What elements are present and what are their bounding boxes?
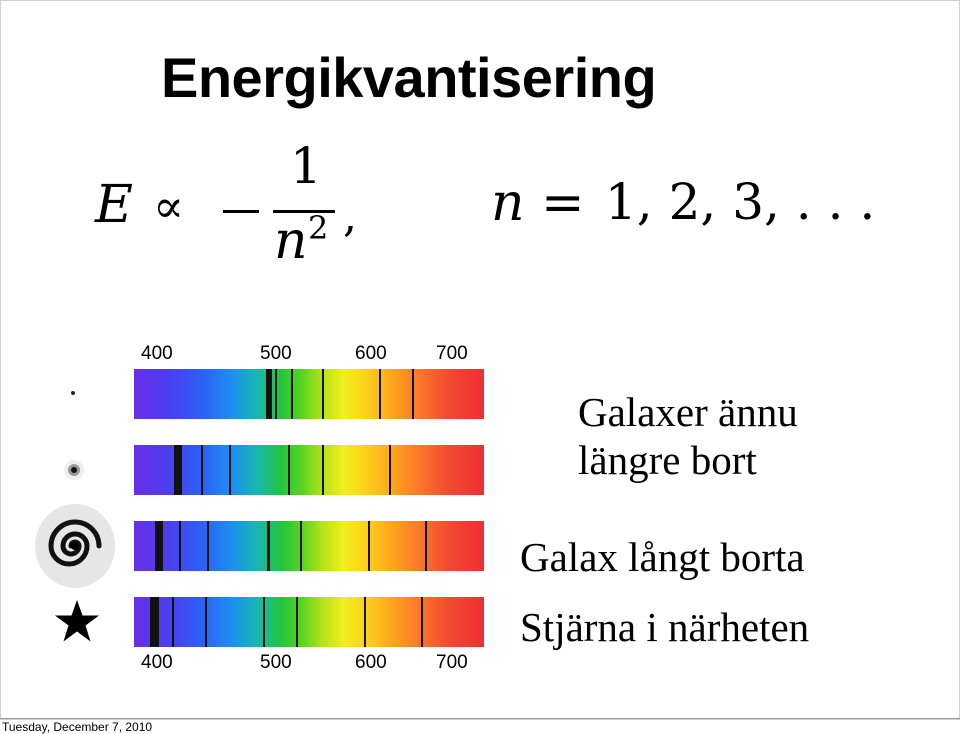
formula-n-variable: n bbox=[491, 173, 525, 233]
absorption-line bbox=[267, 521, 270, 571]
axis-bottom-600: 600 bbox=[355, 652, 387, 673]
axis-bottom-500: 500 bbox=[260, 652, 292, 673]
label-nearby-star: Stjärna i närheten bbox=[520, 604, 810, 650]
spectrum-far-galaxy bbox=[134, 521, 484, 571]
absorption-line bbox=[150, 597, 159, 647]
absorption-line bbox=[379, 369, 381, 419]
absorption-line bbox=[364, 597, 366, 647]
label-farthest-galaxies-line1: Galaxer ännu bbox=[578, 389, 798, 435]
formula-minus-sign bbox=[223, 210, 259, 213]
formula-denominator-variable: n bbox=[274, 211, 308, 271]
label-farthest-galaxies-line2: längre bort bbox=[578, 437, 757, 483]
small-galaxy-icon bbox=[64, 460, 84, 480]
absorption-line bbox=[425, 521, 427, 571]
axis-top-500: 500 bbox=[260, 343, 292, 364]
absorption-line bbox=[368, 521, 370, 571]
absorption-line bbox=[322, 445, 324, 495]
formula-comma: , bbox=[343, 191, 357, 242]
star-icon bbox=[55, 600, 99, 642]
absorption-line bbox=[288, 445, 290, 495]
axis-bottom-400: 400 bbox=[141, 652, 173, 673]
absorption-line bbox=[155, 521, 163, 571]
label-far-galaxy: Galax långt borta bbox=[520, 534, 805, 580]
footer-date: Tuesday, December 7, 2010 bbox=[2, 720, 153, 734]
formula-equals: = bbox=[541, 173, 585, 233]
absorption-line bbox=[263, 597, 265, 647]
spectrum-nearby-star bbox=[134, 597, 484, 647]
axis-top-400: 400 bbox=[141, 343, 173, 364]
absorption-line bbox=[322, 369, 324, 419]
absorption-line bbox=[207, 521, 209, 571]
axis-bottom-700: 700 bbox=[436, 652, 468, 673]
absorption-line bbox=[179, 521, 181, 571]
absorption-line bbox=[275, 369, 277, 419]
absorption-line bbox=[266, 369, 272, 419]
absorption-line bbox=[389, 445, 391, 495]
formula-values: 1, 2, 3, . . . bbox=[605, 173, 876, 231]
absorption-line bbox=[201, 445, 203, 495]
formula-fraction-bar bbox=[273, 210, 335, 213]
axis-top-700: 700 bbox=[436, 343, 468, 364]
formula-energy-symbol: E bbox=[95, 175, 133, 235]
slide-title: Energikvantisering bbox=[161, 46, 657, 109]
absorption-line bbox=[300, 521, 302, 571]
absorption-line bbox=[412, 369, 414, 419]
formula-denominator-exponent: 2 bbox=[308, 209, 329, 247]
absorption-line bbox=[291, 369, 293, 419]
absorption-line bbox=[296, 597, 298, 647]
spiral-galaxy-icon bbox=[35, 504, 115, 588]
absorption-line bbox=[205, 597, 207, 647]
distant-galaxy-dot-icon bbox=[71, 391, 75, 395]
spectrum-farthest-galaxies bbox=[134, 369, 484, 419]
formula-numerator: 1 bbox=[290, 137, 322, 195]
footer-divider bbox=[0, 718, 960, 719]
absorption-line bbox=[421, 597, 423, 647]
absorption-line bbox=[172, 597, 174, 647]
axis-top-600: 600 bbox=[355, 343, 387, 364]
formula-proportional-symbol: ∝ bbox=[153, 179, 185, 233]
absorption-line bbox=[174, 445, 182, 495]
absorption-line bbox=[229, 445, 231, 495]
spectrum-far-galaxies bbox=[134, 445, 484, 495]
